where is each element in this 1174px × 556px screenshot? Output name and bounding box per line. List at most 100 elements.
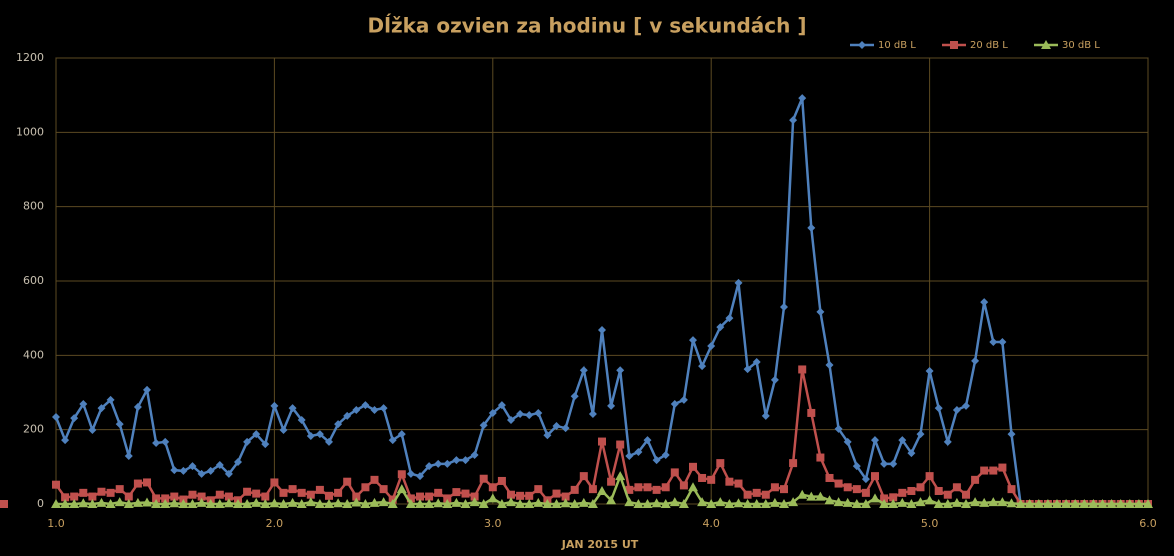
data-point bbox=[962, 490, 971, 499]
data-point bbox=[807, 223, 816, 232]
data-point bbox=[897, 497, 908, 507]
data-point bbox=[142, 497, 153, 507]
data-point bbox=[379, 404, 388, 413]
data-point bbox=[615, 471, 626, 481]
y-tick-label: 1000 bbox=[16, 125, 44, 138]
data-point bbox=[1051, 499, 1062, 508]
data-point bbox=[488, 483, 497, 492]
data-point bbox=[652, 485, 661, 494]
data-point bbox=[79, 488, 88, 497]
data-point bbox=[880, 459, 889, 468]
data-point bbox=[215, 460, 224, 469]
data-point bbox=[334, 420, 343, 429]
data-point bbox=[679, 481, 688, 490]
data-point bbox=[333, 498, 344, 508]
data-point bbox=[106, 488, 115, 497]
data-point bbox=[243, 437, 252, 446]
data-point bbox=[769, 497, 780, 507]
data-point bbox=[242, 499, 253, 508]
data-point bbox=[306, 431, 315, 440]
data-point bbox=[751, 499, 762, 508]
data-point bbox=[70, 414, 79, 423]
data-point bbox=[770, 483, 779, 492]
data-point bbox=[906, 499, 917, 508]
data-point bbox=[843, 437, 852, 446]
x-tick-label: 2.0 bbox=[266, 517, 284, 530]
data-point bbox=[214, 499, 225, 508]
data-point bbox=[97, 487, 106, 496]
data-point bbox=[87, 499, 98, 508]
data-point bbox=[625, 452, 634, 461]
data-point bbox=[232, 499, 243, 508]
legend-label: 20 dB L bbox=[970, 40, 1008, 51]
data-point bbox=[852, 485, 861, 494]
data-point bbox=[743, 365, 752, 374]
data-point bbox=[416, 492, 425, 501]
data-point bbox=[880, 494, 889, 503]
data-point bbox=[516, 491, 525, 500]
y-tick-label: 1200 bbox=[16, 51, 44, 64]
data-point bbox=[324, 499, 334, 508]
data-point bbox=[178, 499, 189, 508]
data-point bbox=[807, 408, 816, 417]
data-point bbox=[1042, 499, 1053, 508]
data-point bbox=[724, 499, 735, 508]
data-point bbox=[1115, 499, 1126, 508]
data-point bbox=[443, 494, 452, 503]
data-point bbox=[442, 499, 453, 508]
data-point bbox=[670, 400, 679, 409]
data-point bbox=[79, 400, 88, 409]
data-point bbox=[625, 485, 634, 494]
data-point bbox=[698, 362, 707, 371]
data-point bbox=[779, 485, 788, 494]
data-point bbox=[870, 493, 880, 503]
data-point bbox=[707, 475, 716, 484]
data-point bbox=[297, 488, 306, 497]
data-point bbox=[297, 416, 306, 425]
data-point bbox=[151, 499, 162, 508]
data-point bbox=[370, 475, 379, 484]
y-tick-label: 0 bbox=[37, 497, 44, 510]
data-point bbox=[161, 437, 170, 446]
data-point bbox=[678, 499, 689, 508]
data-point bbox=[552, 489, 561, 498]
data-point bbox=[115, 485, 124, 494]
data-point bbox=[624, 497, 635, 507]
data-point bbox=[152, 494, 161, 503]
data-point bbox=[106, 395, 115, 404]
data-point bbox=[971, 475, 980, 484]
data-point bbox=[689, 462, 698, 471]
data-point bbox=[779, 303, 788, 312]
data-point bbox=[325, 491, 333, 500]
data-point bbox=[352, 492, 361, 501]
data-point bbox=[943, 490, 952, 499]
data-point bbox=[660, 499, 671, 508]
data-point bbox=[634, 483, 643, 492]
data-point bbox=[716, 323, 725, 332]
data-point bbox=[806, 491, 817, 501]
data-point bbox=[997, 497, 1008, 507]
data-point bbox=[1007, 430, 1016, 439]
data-point bbox=[707, 342, 716, 351]
data-point bbox=[697, 497, 708, 507]
data-point bbox=[533, 497, 544, 507]
data-point bbox=[543, 431, 552, 440]
data-point bbox=[334, 488, 343, 497]
data-point bbox=[943, 437, 952, 446]
data-point bbox=[889, 493, 898, 502]
data-point bbox=[561, 424, 570, 433]
data-point bbox=[588, 485, 597, 494]
y-tick-label: 800 bbox=[23, 200, 44, 213]
data-point bbox=[396, 484, 407, 494]
data-point bbox=[215, 490, 224, 499]
data-point bbox=[789, 116, 798, 125]
data-point bbox=[123, 499, 134, 508]
data-point bbox=[269, 498, 280, 508]
data-point bbox=[415, 499, 426, 508]
data-point bbox=[496, 499, 507, 508]
data-point bbox=[515, 499, 526, 508]
data-point bbox=[534, 408, 543, 417]
data-point bbox=[1143, 499, 1153, 508]
data-point bbox=[205, 499, 216, 508]
data-point bbox=[679, 395, 688, 404]
